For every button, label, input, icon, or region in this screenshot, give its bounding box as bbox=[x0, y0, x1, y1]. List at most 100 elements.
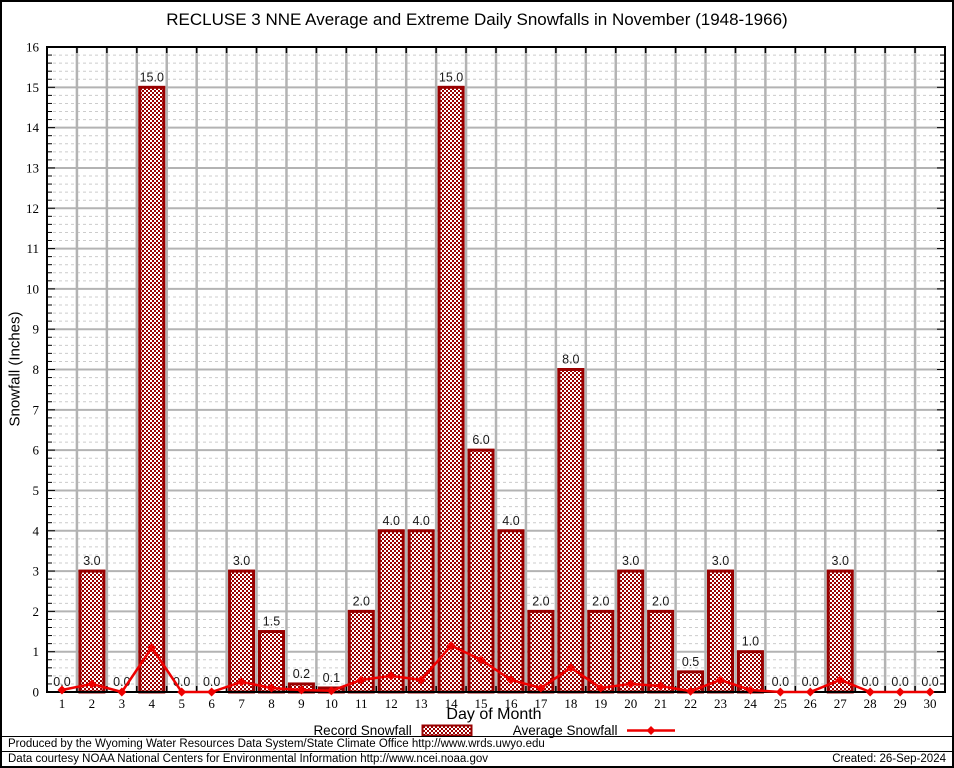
avg-point-day-5 bbox=[177, 687, 187, 697]
x-tick-label: 26 bbox=[804, 696, 818, 711]
bar-value-label: 0.0 bbox=[921, 675, 938, 689]
x-tick-label: 8 bbox=[268, 696, 275, 711]
x-tick-label: 24 bbox=[744, 696, 758, 711]
footer: Produced by the Wyoming Water Resources … bbox=[2, 736, 952, 766]
bar-value-label: 0.0 bbox=[891, 675, 908, 689]
bar-value-label: 15.0 bbox=[439, 70, 463, 84]
x-tick-label: 2 bbox=[89, 696, 96, 711]
plot-frame bbox=[46, 46, 946, 693]
footer-created-date: Created: 26-Sep-2024 bbox=[832, 753, 946, 765]
avg-point-day-16 bbox=[506, 675, 516, 685]
bar-value-label: 4.0 bbox=[502, 514, 519, 528]
bar-day-19 bbox=[587, 609, 615, 694]
legend-label-average-snowfall: Average Snowfall bbox=[512, 723, 618, 738]
x-tick-label: 20 bbox=[624, 696, 637, 711]
y-tick-label: 14 bbox=[26, 120, 40, 135]
avg-point-day-8 bbox=[267, 683, 276, 693]
x-tick-label: 25 bbox=[774, 696, 787, 711]
y-tick-label: 9 bbox=[33, 322, 40, 337]
bar-value-label: 6.0 bbox=[472, 433, 489, 447]
average-snowfall-line-icon bbox=[626, 724, 675, 737]
x-tick-label: 27 bbox=[834, 696, 848, 711]
y-tick-label: 2 bbox=[33, 604, 40, 619]
avg-point-day-28 bbox=[865, 687, 875, 697]
y-tick-label: 11 bbox=[26, 241, 39, 256]
bar-value-label: 0.0 bbox=[203, 675, 220, 689]
x-tick-label: 10 bbox=[325, 696, 338, 711]
bar-value-label: 3.0 bbox=[233, 554, 250, 568]
average-snowfall-line bbox=[61, 644, 931, 694]
legend: Record Snowfall Average Snowfall bbox=[47, 723, 941, 738]
bar-day-7 bbox=[228, 569, 256, 694]
footer-produced-by: Produced by the Wyoming Water Resources … bbox=[2, 736, 952, 751]
y-tick-label: 4 bbox=[33, 523, 40, 538]
avg-point-day-17 bbox=[536, 683, 546, 693]
avg-point-day-11 bbox=[356, 675, 366, 685]
x-tick-label: 14 bbox=[445, 696, 459, 711]
bar-value-label: 3.0 bbox=[832, 554, 849, 568]
avg-point-day-3 bbox=[117, 687, 127, 697]
avg-point-day-14 bbox=[446, 641, 456, 651]
bar-day-12 bbox=[377, 529, 405, 694]
legend-item-record-snowfall: Record Snowfall bbox=[313, 723, 473, 738]
bar-day-23 bbox=[707, 569, 734, 694]
avg-point-day-25 bbox=[775, 687, 785, 697]
x-tick-label: 30 bbox=[924, 696, 937, 711]
y-tick-label: 15 bbox=[26, 80, 39, 95]
y-axis-title: Snowfall (Inches) bbox=[6, 311, 24, 427]
x-axis-title: Day of Month bbox=[446, 706, 542, 723]
avg-point-day-12 bbox=[386, 671, 396, 681]
y-tick-label: 3 bbox=[33, 564, 40, 579]
x-tick-label: 16 bbox=[504, 696, 518, 711]
y-tick-label: 6 bbox=[33, 443, 40, 458]
avg-point-day-4 bbox=[147, 643, 157, 653]
chart-title: RECLUSE 3 NNE Average and Extreme Daily … bbox=[166, 10, 788, 29]
y-tick-label: 16 bbox=[26, 40, 40, 55]
avg-point-day-30 bbox=[925, 687, 935, 697]
bar-value-label: 0.0 bbox=[772, 675, 789, 689]
bar-day-27 bbox=[826, 569, 854, 694]
bar-value-label: 1.5 bbox=[263, 615, 280, 629]
footer-row-2: Data courtesy NOAA National Centers for … bbox=[2, 751, 952, 766]
y-tick-label: 0 bbox=[33, 685, 40, 700]
bar-day-14 bbox=[437, 85, 465, 694]
x-tick-label: 23 bbox=[714, 696, 727, 711]
x-tick-label: 7 bbox=[238, 696, 245, 711]
legend-label-record-snowfall: Record Snowfall bbox=[313, 723, 412, 738]
avg-point-day-24 bbox=[745, 685, 755, 695]
x-tick-label: 15 bbox=[475, 696, 488, 711]
bar-value-label: 3.0 bbox=[83, 554, 100, 568]
x-tick-label: 22 bbox=[684, 696, 697, 711]
y-tick-label: 10 bbox=[26, 281, 39, 296]
x-tick-label: 13 bbox=[415, 696, 428, 711]
record-snowfall-swatch-icon bbox=[421, 724, 473, 737]
bar-value-label: 2.0 bbox=[353, 594, 370, 608]
bar-day-20 bbox=[617, 569, 645, 694]
y-tick-label: 5 bbox=[33, 483, 40, 498]
avg-point-day-29 bbox=[895, 687, 905, 697]
bar-day-18 bbox=[557, 368, 585, 694]
bar-value-label: 0.1 bbox=[323, 671, 340, 685]
avg-point-day-26 bbox=[805, 687, 815, 697]
bar-value-label: 15.0 bbox=[140, 70, 164, 84]
bar-value-label: 8.0 bbox=[562, 353, 579, 367]
bar-value-label: 4.0 bbox=[383, 514, 400, 528]
avg-point-day-27 bbox=[835, 675, 845, 685]
y-tick-label: 8 bbox=[33, 362, 40, 377]
bar-value-label: 0.5 bbox=[682, 655, 699, 669]
y-tick-label: 1 bbox=[33, 644, 40, 659]
avg-point-day-2 bbox=[87, 679, 97, 689]
avg-point-day-15 bbox=[476, 655, 486, 665]
avg-point-day-22 bbox=[686, 686, 696, 696]
avg-point-day-9 bbox=[296, 685, 306, 695]
x-tick-label: 11 bbox=[355, 696, 368, 711]
x-tick-label: 6 bbox=[208, 696, 215, 711]
bar-day-13 bbox=[407, 529, 435, 694]
x-tick-label: 21 bbox=[654, 696, 667, 711]
x-tick-label: 4 bbox=[149, 696, 156, 711]
legend-item-average-snowfall: Average Snowfall bbox=[513, 723, 675, 738]
x-tick-label: 18 bbox=[564, 696, 577, 711]
y-tick-label: 12 bbox=[26, 201, 39, 216]
bar-value-label: 0.0 bbox=[861, 675, 878, 689]
